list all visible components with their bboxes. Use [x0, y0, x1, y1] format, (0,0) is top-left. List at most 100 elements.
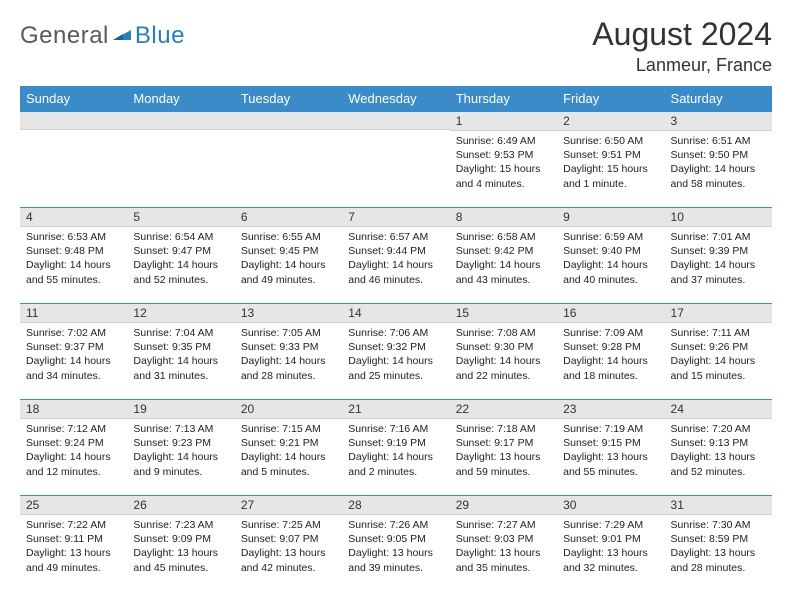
day-number: 26	[127, 496, 234, 515]
calendar-week-row: 1Sunrise: 6:49 AMSunset: 9:53 PMDaylight…	[20, 112, 772, 208]
calendar-day-cell: 16Sunrise: 7:09 AMSunset: 9:28 PMDayligh…	[557, 304, 664, 400]
sunset-text: Sunset: 9:15 PM	[563, 436, 658, 450]
day-body: Sunrise: 6:50 AMSunset: 9:51 PMDaylight:…	[557, 131, 664, 194]
calendar-day-cell: 30Sunrise: 7:29 AMSunset: 9:01 PMDayligh…	[557, 496, 664, 592]
calendar-week-row: 4Sunrise: 6:53 AMSunset: 9:48 PMDaylight…	[20, 208, 772, 304]
calendar-day-cell: 18Sunrise: 7:12 AMSunset: 9:24 PMDayligh…	[20, 400, 127, 496]
daylight-text: Daylight: 13 hours and 42 minutes.	[241, 546, 336, 574]
daylight-text: Daylight: 14 hours and 28 minutes.	[241, 354, 336, 382]
day-number: 29	[450, 496, 557, 515]
sunset-text: Sunset: 9:47 PM	[133, 244, 228, 258]
sunset-text: Sunset: 9:11 PM	[26, 532, 121, 546]
daylight-text: Daylight: 14 hours and 40 minutes.	[563, 258, 658, 286]
sunset-text: Sunset: 9:51 PM	[563, 148, 658, 162]
title-block: August 2024 Lanmeur, France	[592, 16, 772, 76]
daylight-text: Daylight: 14 hours and 18 minutes.	[563, 354, 658, 382]
daylight-text: Daylight: 13 hours and 45 minutes.	[133, 546, 228, 574]
sunrise-text: Sunrise: 7:12 AM	[26, 422, 121, 436]
sunset-text: Sunset: 9:23 PM	[133, 436, 228, 450]
daylight-text: Daylight: 13 hours and 28 minutes.	[671, 546, 766, 574]
sunrise-text: Sunrise: 7:02 AM	[26, 326, 121, 340]
daylight-text: Daylight: 14 hours and 52 minutes.	[133, 258, 228, 286]
day-number: 18	[20, 400, 127, 419]
day-body: Sunrise: 7:26 AMSunset: 9:05 PMDaylight:…	[342, 515, 449, 578]
sunrise-text: Sunrise: 7:11 AM	[671, 326, 766, 340]
daylight-text: Daylight: 14 hours and 34 minutes.	[26, 354, 121, 382]
weekday-header: Tuesday	[235, 86, 342, 112]
day-number: 27	[235, 496, 342, 515]
sunset-text: Sunset: 9:03 PM	[456, 532, 551, 546]
day-body: Sunrise: 7:04 AMSunset: 9:35 PMDaylight:…	[127, 323, 234, 386]
day-body: Sunrise: 7:01 AMSunset: 9:39 PMDaylight:…	[665, 227, 772, 290]
calendar-day-cell: 23Sunrise: 7:19 AMSunset: 9:15 PMDayligh…	[557, 400, 664, 496]
sunset-text: Sunset: 9:17 PM	[456, 436, 551, 450]
sunset-text: Sunset: 9:45 PM	[241, 244, 336, 258]
sunrise-text: Sunrise: 7:09 AM	[563, 326, 658, 340]
daylight-text: Daylight: 13 hours and 39 minutes.	[348, 546, 443, 574]
sunrise-text: Sunrise: 6:59 AM	[563, 230, 658, 244]
daylight-text: Daylight: 13 hours and 35 minutes.	[456, 546, 551, 574]
calendar-day-cell	[127, 112, 234, 208]
day-body: Sunrise: 7:08 AMSunset: 9:30 PMDaylight:…	[450, 323, 557, 386]
calendar-day-cell: 17Sunrise: 7:11 AMSunset: 9:26 PMDayligh…	[665, 304, 772, 400]
calendar-body: 1Sunrise: 6:49 AMSunset: 9:53 PMDaylight…	[20, 112, 772, 592]
sunset-text: Sunset: 9:30 PM	[456, 340, 551, 354]
sunrise-text: Sunrise: 7:15 AM	[241, 422, 336, 436]
weekday-header: Monday	[127, 86, 234, 112]
daylight-text: Daylight: 14 hours and 12 minutes.	[26, 450, 121, 478]
weekday-header: Sunday	[20, 86, 127, 112]
calendar-day-cell	[20, 112, 127, 208]
calendar-day-cell: 26Sunrise: 7:23 AMSunset: 9:09 PMDayligh…	[127, 496, 234, 592]
sunrise-text: Sunrise: 7:04 AM	[133, 326, 228, 340]
day-number	[235, 112, 342, 130]
day-body: Sunrise: 7:20 AMSunset: 9:13 PMDaylight:…	[665, 419, 772, 482]
calendar-day-cell: 13Sunrise: 7:05 AMSunset: 9:33 PMDayligh…	[235, 304, 342, 400]
sunrise-text: Sunrise: 7:26 AM	[348, 518, 443, 532]
sunrise-text: Sunrise: 7:01 AM	[671, 230, 766, 244]
daylight-text: Daylight: 14 hours and 25 minutes.	[348, 354, 443, 382]
sunrise-text: Sunrise: 7:30 AM	[671, 518, 766, 532]
calendar-day-cell: 6Sunrise: 6:55 AMSunset: 9:45 PMDaylight…	[235, 208, 342, 304]
sunrise-text: Sunrise: 7:13 AM	[133, 422, 228, 436]
daylight-text: Daylight: 14 hours and 31 minutes.	[133, 354, 228, 382]
sunset-text: Sunset: 9:50 PM	[671, 148, 766, 162]
day-body: Sunrise: 7:18 AMSunset: 9:17 PMDaylight:…	[450, 419, 557, 482]
calendar-day-cell: 7Sunrise: 6:57 AMSunset: 9:44 PMDaylight…	[342, 208, 449, 304]
calendar-day-cell: 4Sunrise: 6:53 AMSunset: 9:48 PMDaylight…	[20, 208, 127, 304]
calendar-day-cell	[235, 112, 342, 208]
daylight-text: Daylight: 14 hours and 2 minutes.	[348, 450, 443, 478]
daylight-text: Daylight: 14 hours and 9 minutes.	[133, 450, 228, 478]
day-number: 20	[235, 400, 342, 419]
calendar-day-cell: 31Sunrise: 7:30 AMSunset: 8:59 PMDayligh…	[665, 496, 772, 592]
weekday-header: Thursday	[450, 86, 557, 112]
sunset-text: Sunset: 9:13 PM	[671, 436, 766, 450]
day-number: 25	[20, 496, 127, 515]
calendar-day-cell: 25Sunrise: 7:22 AMSunset: 9:11 PMDayligh…	[20, 496, 127, 592]
sunset-text: Sunset: 9:42 PM	[456, 244, 551, 258]
sunrise-text: Sunrise: 7:27 AM	[456, 518, 551, 532]
logo: General Blue	[20, 16, 185, 50]
day-body: Sunrise: 6:58 AMSunset: 9:42 PMDaylight:…	[450, 227, 557, 290]
daylight-text: Daylight: 13 hours and 55 minutes.	[563, 450, 658, 478]
weekday-header: Saturday	[665, 86, 772, 112]
day-number: 11	[20, 304, 127, 323]
sunset-text: Sunset: 9:26 PM	[671, 340, 766, 354]
sunset-text: Sunset: 9:05 PM	[348, 532, 443, 546]
daylight-text: Daylight: 14 hours and 49 minutes.	[241, 258, 336, 286]
sunset-text: Sunset: 9:35 PM	[133, 340, 228, 354]
day-body: Sunrise: 6:49 AMSunset: 9:53 PMDaylight:…	[450, 131, 557, 194]
flag-icon	[111, 24, 133, 49]
daylight-text: Daylight: 14 hours and 43 minutes.	[456, 258, 551, 286]
daylight-text: Daylight: 14 hours and 5 minutes.	[241, 450, 336, 478]
sunset-text: Sunset: 9:19 PM	[348, 436, 443, 450]
sunrise-text: Sunrise: 7:08 AM	[456, 326, 551, 340]
sunset-text: Sunset: 9:07 PM	[241, 532, 336, 546]
sunrise-text: Sunrise: 7:06 AM	[348, 326, 443, 340]
sunset-text: Sunset: 9:33 PM	[241, 340, 336, 354]
location: Lanmeur, France	[592, 55, 772, 76]
day-number: 2	[557, 112, 664, 131]
day-number: 19	[127, 400, 234, 419]
sunset-text: Sunset: 9:21 PM	[241, 436, 336, 450]
sunset-text: Sunset: 9:40 PM	[563, 244, 658, 258]
daylight-text: Daylight: 13 hours and 49 minutes.	[26, 546, 121, 574]
